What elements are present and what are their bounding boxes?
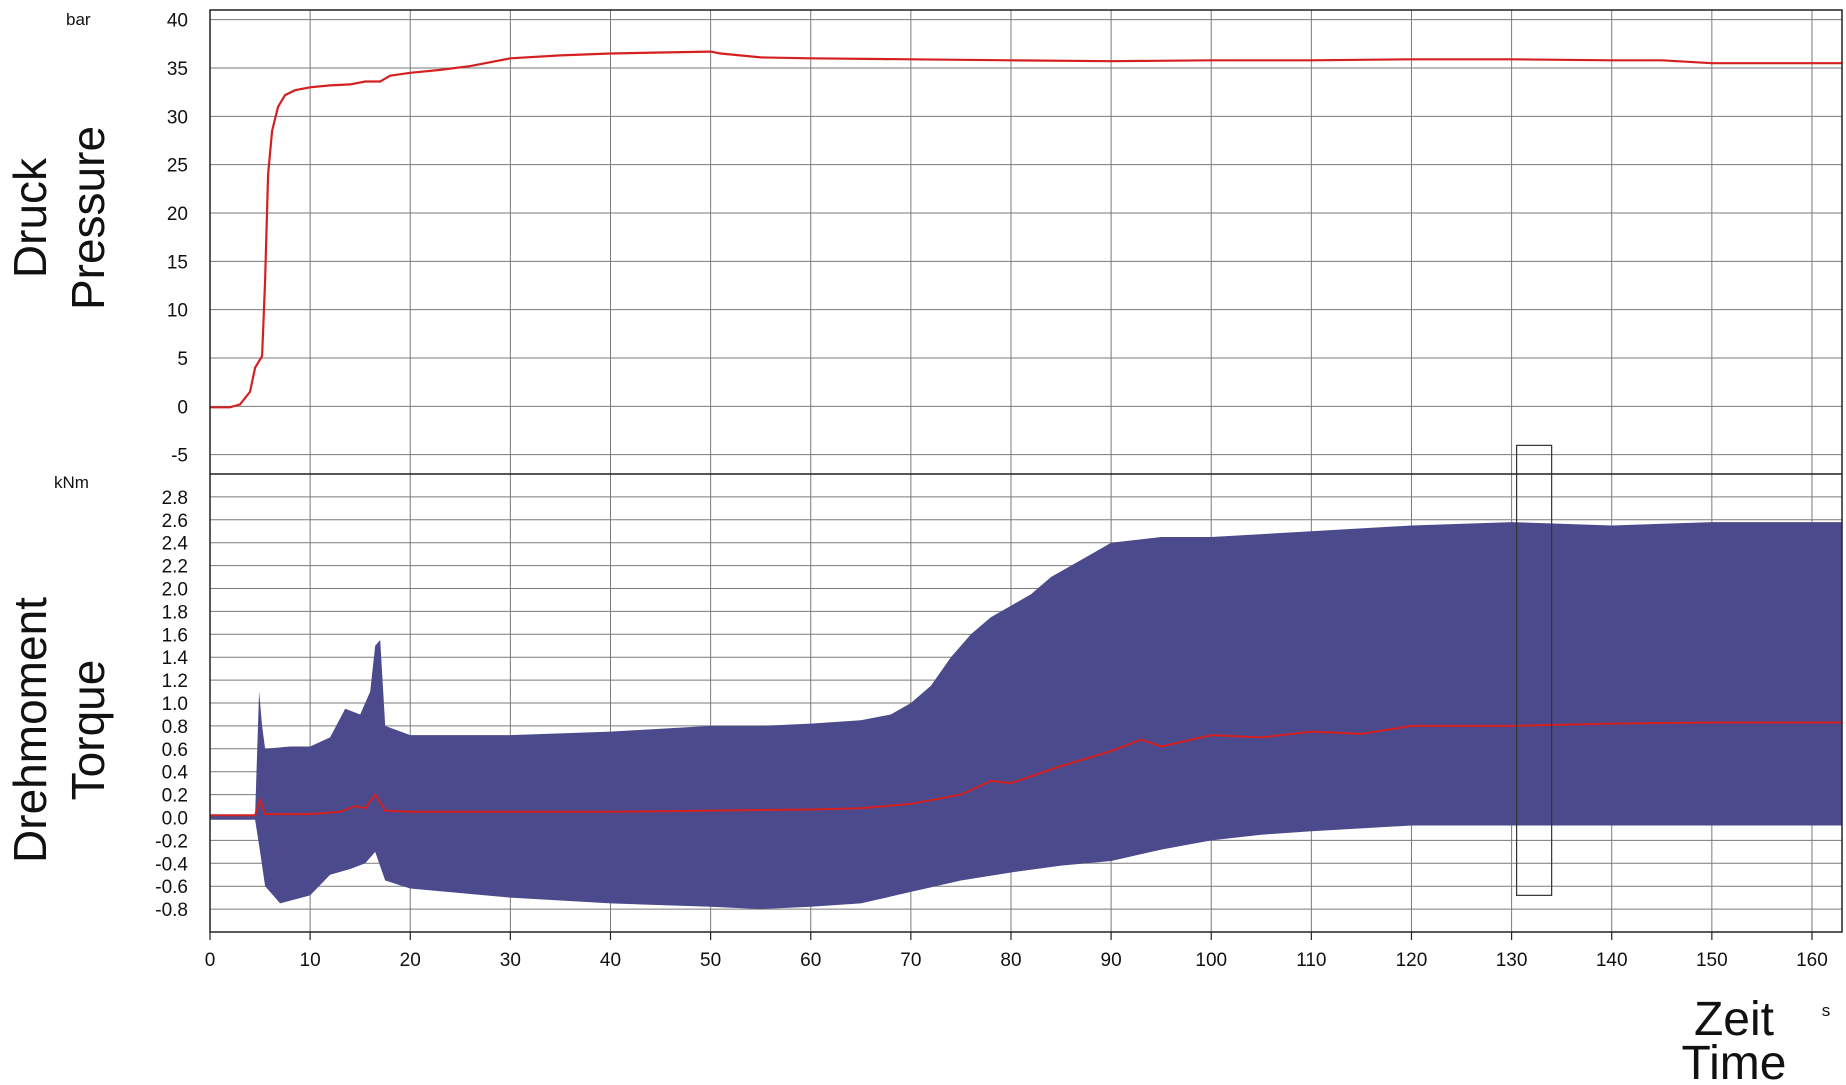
pressure-unit-label: bar [66,10,91,29]
x-tick-label: 150 [1696,950,1728,971]
pressure-title-de: Druck [4,157,56,278]
torque-y-tick-label: 0.4 [162,763,189,784]
pressure-grid [209,10,1842,474]
pressure-y-axis-ticks: 40 35 30 25 20 15 10 5 0 -5 [167,11,188,467]
pressure-y-tick-label: 30 [167,107,188,128]
torque-y-tick-label: -0.6 [155,877,188,898]
torque-y-tick-label: 2.0 [162,580,188,601]
torque-y-tick-label: 1.2 [162,671,188,692]
x-tick-label: 20 [400,950,421,971]
torque-title-en: Torque [62,660,114,801]
torque-y-tick-label: 2.2 [162,557,188,578]
x-tick-label: 0 [205,950,216,971]
pressure-y-tick-label: 20 [167,204,188,225]
torque-y-tick-label: 2.6 [162,511,188,532]
torque-y-tick-label: -0.4 [155,854,188,875]
pressure-title-en: Pressure [62,126,114,310]
x-axis-title-en: Time [1682,1037,1787,1085]
torque-mean-line [210,721,1842,817]
torque-y-tick-label: -0.2 [155,831,188,852]
x-tick-label: 50 [700,950,721,971]
pressure-series-line [210,50,1842,409]
x-axis-title-de: Zeit [1694,993,1774,1046]
torque-y-tick-label: 0.0 [162,809,188,830]
torque-title-de: Drehmoment [4,597,56,863]
torque-y-tick-label: 0.2 [162,786,188,807]
pressure-y-tick-label: -5 [171,446,188,467]
torque-y-tick-label: 2.4 [162,534,189,555]
x-tick-label: 40 [600,950,621,971]
pressure-y-tick-label: 25 [167,156,188,177]
x-tick-label: 30 [500,950,521,971]
pressure-y-tick-label: 40 [167,11,188,32]
torque-y-axis-ticks: 2.82.62.42.22.01.81.61.41.21.00.80.60.40… [155,488,188,921]
torque-y-tick-label: 0.6 [162,740,188,761]
pressure-y-tick-label: 35 [167,59,188,80]
plot-frames [209,9,1843,933]
pressure-y-tick-label: 0 [177,397,188,418]
x-tick-label: 120 [1396,950,1428,971]
torque-y-tick-label: 1.0 [162,694,188,715]
outer-frame [209,9,1843,933]
torque-y-tick-label: 0.8 [162,717,188,738]
torque-y-tick-label: 1.8 [162,602,188,623]
torque-unit-label: kNm [54,473,89,492]
x-tick-label: 110 [1296,950,1326,971]
pressure-y-tick-label: 15 [167,252,188,273]
torque-y-tick-label: 1.4 [162,648,189,669]
x-tick-label: 90 [1101,950,1122,971]
pressure-y-tick-label: 5 [177,349,188,370]
torque-y-tick-label: 1.6 [162,625,188,646]
x-tick-label: 160 [1796,950,1828,971]
x-tick-label: 10 [300,950,321,971]
x-tick-label: 140 [1596,950,1628,971]
x-axis-unit-label: s [1822,1001,1831,1020]
x-axis-ticks: 0 10 20 30 40 50 60 70 80 90 100 110 120 130 140 150 160 [205,932,1828,971]
x-tick-label: 100 [1195,950,1227,971]
x-tick-label: 60 [800,950,821,971]
highlight-box [1516,444,1553,896]
x-tick-label: 130 [1496,950,1528,971]
torque-y-tick-label: -0.8 [155,900,188,921]
x-tick-label: 80 [1000,950,1021,971]
x-tick-label: 70 [900,950,921,971]
torque-y-tick-label: 2.8 [162,488,188,509]
pressure-y-tick-label: 10 [167,301,188,322]
